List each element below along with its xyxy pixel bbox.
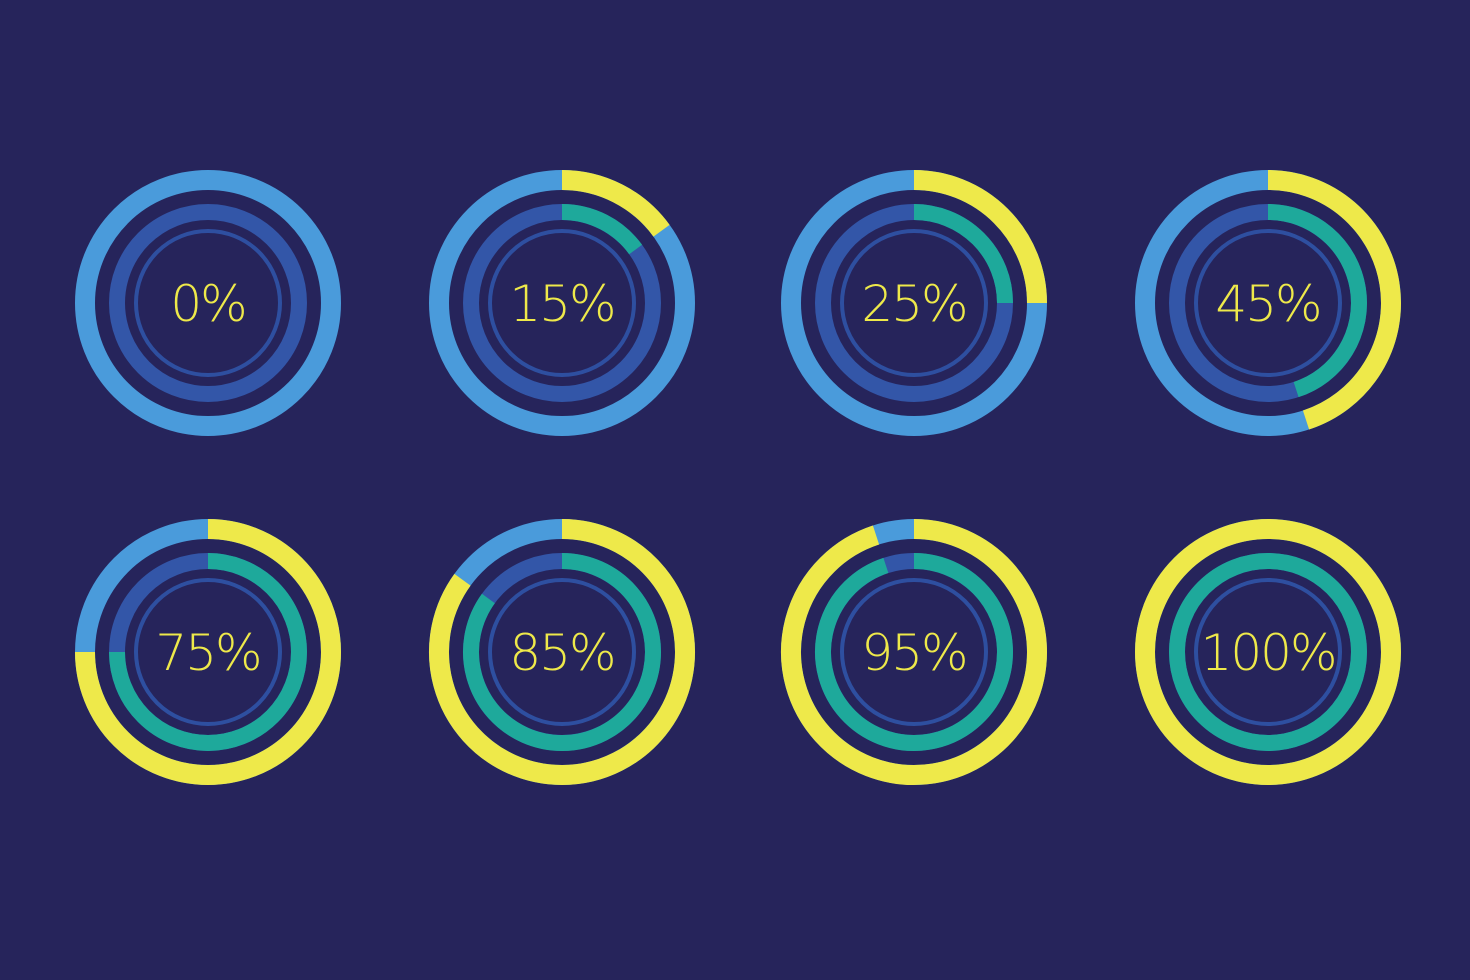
inner-ring-progress [815,553,1013,751]
percent-label: 25% [861,275,966,333]
outer-ring-progress [781,519,1047,785]
progress-ring-95: 95% [781,519,1047,785]
progress-ring-100: 100% [1135,519,1401,785]
percent-label: 45% [1215,275,1320,333]
outer-ring-progress [913,170,1047,304]
inner-ring-progress [1169,553,1367,751]
core-ring [840,578,988,726]
core-ring [488,578,636,726]
core-ring [134,578,282,726]
outer-ring-progress [75,519,341,785]
core-ring [1194,229,1342,377]
inner-ring-progress [913,204,1013,304]
progress-ring-25: 25% [781,170,1047,436]
outer-ring-progress [1135,519,1401,785]
inner-ring-progress [109,553,307,751]
percent-label: 15% [509,275,614,333]
core-ring [488,229,636,377]
progress-ring-45: 45% [1135,170,1401,436]
outer-ring-progress [561,170,670,237]
inner-ring-progress [561,204,643,255]
progress-ring-0: 0% [75,170,341,436]
outer-ring-track [75,170,341,436]
core-ring [840,229,988,377]
core-ring [134,229,282,377]
core-ring [1194,578,1342,726]
percent-label: 85% [509,624,614,682]
rings-group: 0% 15% 25% 45% 75% 85% 95% 100% [75,170,1401,785]
progress-ring-85: 85% [429,519,695,785]
outer-ring-progress [1267,170,1401,430]
inner-ring-progress [463,553,661,751]
progress-ring-15: 15% [429,170,695,436]
percent-label: 0% [170,275,245,333]
progress-ring-75: 75% [75,519,341,785]
inner-ring-progress [1267,204,1367,398]
percent-label: 75% [155,624,260,682]
inner-ring-track [109,204,307,402]
outer-ring-progress [429,519,695,785]
percent-label: 95% [861,624,966,682]
percent-label: 100% [1201,624,1336,682]
